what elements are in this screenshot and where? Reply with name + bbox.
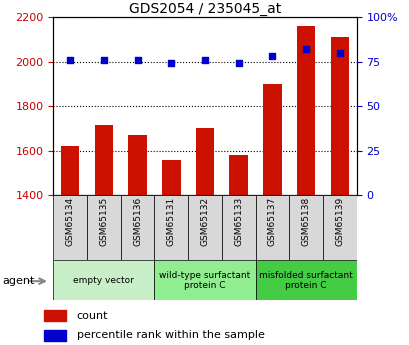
Bar [44,330,65,341]
Text: agent: agent [2,276,34,286]
Text: GSM65136: GSM65136 [133,197,142,246]
Point [201,57,208,63]
Bar [188,195,221,260]
Bar [154,260,255,300]
Bar [296,26,315,345]
Bar [162,160,180,345]
Text: GSM65133: GSM65133 [234,197,243,246]
Point [235,61,241,66]
Text: misfolded surfactant
protein C: misfolded surfactant protein C [258,270,352,290]
Text: GSM65131: GSM65131 [166,197,175,246]
Point [67,57,73,63]
Bar [87,195,120,260]
Point [134,57,141,63]
Bar [229,155,247,345]
Point [336,50,342,56]
Point [100,57,107,63]
Bar [128,135,146,345]
Text: percentile rank within the sample: percentile rank within the sample [76,331,264,341]
Bar [53,260,154,300]
Title: GDS2054 / 235045_at: GDS2054 / 235045_at [128,2,281,16]
Text: GSM65132: GSM65132 [200,197,209,246]
Text: wild-type surfactant
protein C: wild-type surfactant protein C [159,270,250,290]
Bar [330,37,348,345]
Text: GSM65134: GSM65134 [65,197,74,246]
Bar [61,146,79,345]
Text: GSM65139: GSM65139 [335,197,344,246]
Bar [263,84,281,345]
Bar [322,195,356,260]
Bar [221,195,255,260]
Bar [195,128,214,345]
Bar [154,195,188,260]
Bar [94,125,113,345]
Point [302,47,309,52]
Bar [255,195,289,260]
Text: count: count [76,310,108,321]
Text: empty vector: empty vector [73,276,134,285]
Bar [120,195,154,260]
Text: GSM65138: GSM65138 [301,197,310,246]
Bar [255,260,356,300]
Bar [44,310,65,321]
Text: GSM65137: GSM65137 [267,197,276,246]
Bar [53,195,87,260]
Point [168,61,174,66]
Bar [289,195,322,260]
Text: GSM65135: GSM65135 [99,197,108,246]
Point [268,53,275,59]
